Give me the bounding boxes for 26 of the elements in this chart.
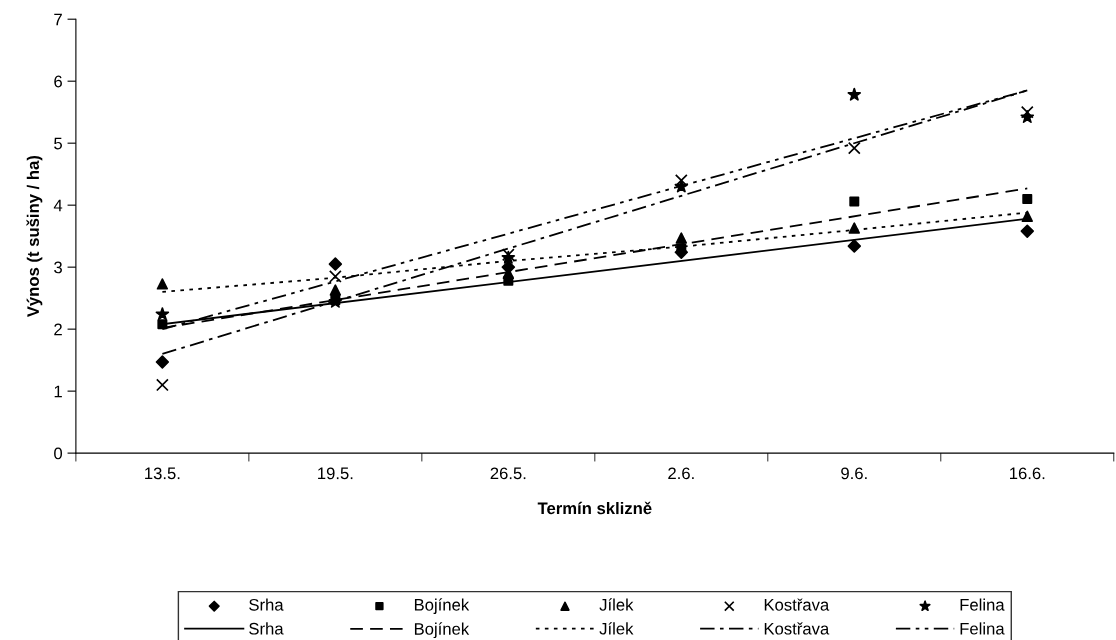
legend-label: Srha <box>249 622 284 635</box>
y-tick-label: 6 <box>54 75 62 88</box>
x-tick-label: 16.6. <box>1010 467 1045 480</box>
legend-label: Bojínek <box>414 598 470 615</box>
y-tick-label: 2 <box>54 323 62 336</box>
legend-label: Srha <box>249 598 284 611</box>
legend-label: Bojínek <box>414 622 470 639</box>
legend-label: Felina <box>960 622 1005 635</box>
y-tick-label: 0 <box>54 447 63 460</box>
y-axis-title: Výnos (t sušiny / ha) <box>26 155 43 318</box>
y-tick-label: 4 <box>53 199 63 212</box>
x-axis-title: Termín sklizně <box>537 501 652 515</box>
y-tick-label: 1 <box>54 385 62 398</box>
legend-label: Jílek <box>599 598 634 611</box>
x-tick-label: 2.6. <box>668 467 694 480</box>
y-tick-label: 5 <box>54 137 62 150</box>
legend-label: Jílek <box>599 622 634 635</box>
x-tick-label: 26.5. <box>490 467 526 480</box>
x-tick-label: 13.5. <box>145 467 180 480</box>
x-tick-label: 19.5. <box>318 467 353 480</box>
y-tick-label: 3 <box>54 261 62 274</box>
y-tick-label: 7 <box>54 13 62 26</box>
x-tick-label: 9.6. <box>841 467 867 480</box>
legend-label: Felina <box>960 598 1005 611</box>
legend-label: Kostřava <box>764 622 830 635</box>
legend-label: Kostřava <box>764 598 830 611</box>
